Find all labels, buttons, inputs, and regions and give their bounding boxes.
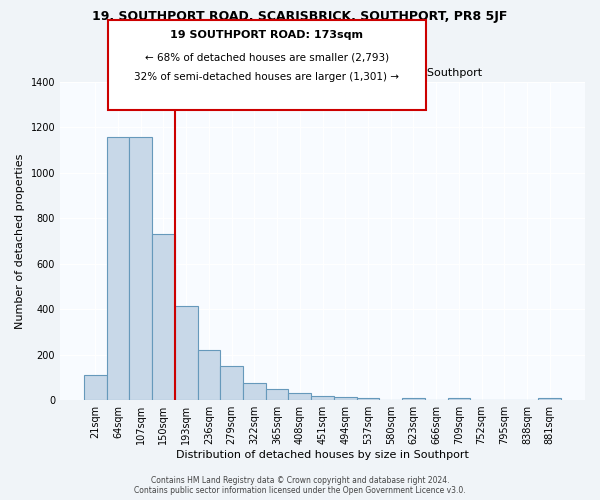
Text: Contains HM Land Registry data © Crown copyright and database right 2024.
Contai: Contains HM Land Registry data © Crown c… — [134, 476, 466, 495]
Bar — [243, 383, 266, 400]
Bar — [197, 350, 220, 400]
Bar — [130, 138, 152, 400]
Text: 32% of semi-detached houses are larger (1,301) →: 32% of semi-detached houses are larger (… — [134, 72, 400, 83]
X-axis label: Distribution of detached houses by size in Southport: Distribution of detached houses by size … — [176, 450, 469, 460]
Bar — [107, 138, 130, 400]
Bar — [356, 398, 379, 400]
Title: Size of property relative to detached houses in Southport: Size of property relative to detached ho… — [163, 68, 482, 78]
Text: ← 68% of detached houses are smaller (2,793): ← 68% of detached houses are smaller (2,… — [145, 52, 389, 62]
Bar — [84, 375, 107, 400]
Bar — [448, 398, 470, 400]
Bar — [152, 234, 175, 400]
Bar — [289, 394, 311, 400]
Bar — [311, 396, 334, 400]
Bar — [220, 366, 243, 400]
Bar — [538, 398, 561, 400]
Bar — [175, 306, 197, 400]
Y-axis label: Number of detached properties: Number of detached properties — [15, 153, 25, 328]
Text: 19, SOUTHPORT ROAD, SCARISBRICK, SOUTHPORT, PR8 5JF: 19, SOUTHPORT ROAD, SCARISBRICK, SOUTHPO… — [92, 10, 508, 23]
Bar — [402, 398, 425, 400]
Text: 19 SOUTHPORT ROAD: 173sqm: 19 SOUTHPORT ROAD: 173sqm — [170, 30, 364, 40]
Bar — [266, 388, 289, 400]
Bar — [334, 396, 356, 400]
